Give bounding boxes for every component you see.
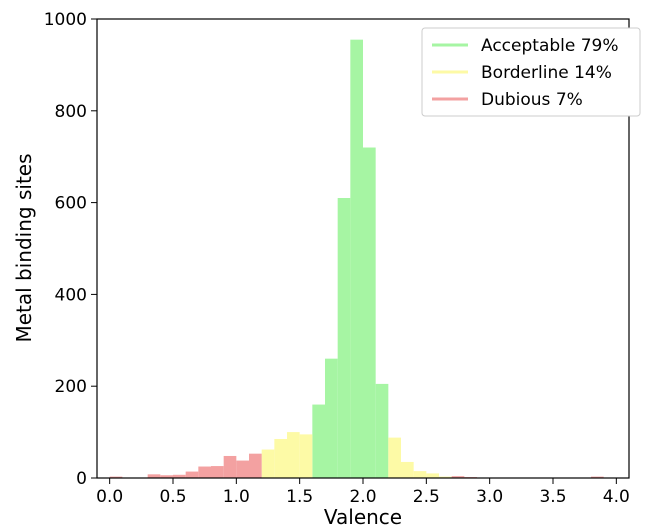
- legend-label: Dubious 7%: [481, 90, 583, 110]
- x-tick-label: 1.5: [286, 487, 313, 507]
- histogram-bar: [363, 147, 376, 478]
- histogram-bar: [287, 432, 300, 478]
- histogram-bar: [591, 476, 604, 478]
- y-axis: 0 200 400 600 800 1000: [44, 10, 97, 489]
- legend: Acceptable 79% Borderline 14% Dubious 7%: [421, 27, 641, 117]
- x-tick-label: 3.0: [476, 487, 503, 507]
- histogram-bar: [236, 460, 249, 478]
- x-axis: 0.0 0.5 1.0 1.5 2.0 2.5 3.0 3.5 4.0: [96, 478, 630, 507]
- x-tick-label: 0.5: [159, 487, 186, 507]
- histogram-bar: [312, 404, 325, 478]
- y-tick-label: 600: [55, 194, 87, 214]
- histogram-bar: [451, 476, 465, 478]
- histogram-bar: [388, 437, 401, 478]
- histogram-bar: [147, 474, 161, 478]
- y-tick-label: 200: [55, 377, 87, 397]
- legend-frame: [421, 27, 641, 117]
- histogram-bar: [211, 466, 224, 478]
- y-tick-label: 0: [76, 469, 87, 489]
- x-tick-label: 1.0: [223, 487, 250, 507]
- histogram-bar: [350, 39, 363, 478]
- histogram-bar: [413, 471, 427, 478]
- histogram-bar: [109, 476, 123, 478]
- x-tick-label: 3.5: [539, 487, 566, 507]
- histogram-bar: [160, 475, 173, 478]
- histogram-bar: [198, 466, 211, 478]
- histogram-bar: [173, 474, 186, 478]
- y-tick-label: 400: [55, 285, 87, 305]
- y-tick-label: 800: [55, 102, 87, 122]
- histogram-bar: [439, 476, 452, 478]
- y-tick-label: 1000: [44, 10, 87, 30]
- bars-layer: [109, 39, 604, 478]
- y-axis-title: Metal binding sites: [12, 153, 36, 342]
- histogram-bar: [261, 449, 275, 478]
- histogram-bar: [325, 358, 338, 478]
- x-tick-label: 4.0: [603, 487, 630, 507]
- x-axis-title: Valence: [324, 505, 402, 529]
- histogram-bar: [185, 471, 199, 478]
- histogram-bar: [223, 455, 237, 478]
- histogram-bar: [249, 453, 262, 478]
- x-tick-label: 2.5: [413, 487, 440, 507]
- histogram-bar: [375, 383, 389, 478]
- x-tick-label: 0.0: [96, 487, 123, 507]
- histogram-bar: [401, 461, 414, 478]
- x-tick-label: 2.0: [349, 487, 376, 507]
- histogram-bar: [426, 473, 439, 478]
- legend-label: Borderline 14%: [481, 63, 612, 83]
- histogram-bar: [299, 434, 313, 478]
- histogram-bar: [274, 438, 287, 478]
- histogram-bar: [337, 198, 351, 478]
- legend-label: Acceptable 79%: [481, 36, 619, 56]
